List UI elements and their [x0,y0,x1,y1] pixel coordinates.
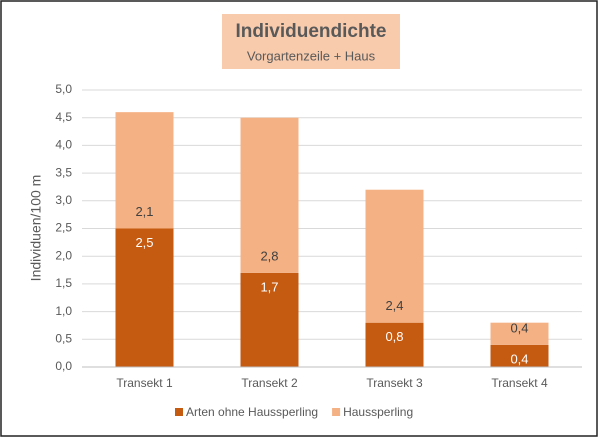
legend-swatch [175,408,183,416]
data-label: 2,4 [385,298,403,313]
chart-subtitle: Vorgartenzeile + Haus [247,48,376,63]
y-tick-label: 2,0 [55,248,72,262]
data-label: 2,1 [135,204,153,219]
y-tick-label: 1,5 [55,276,72,290]
bar-segment [365,322,424,367]
data-label: 0,4 [510,351,528,366]
y-tick-label: 4,5 [55,110,72,124]
bar-segment [240,272,299,367]
y-tick-label: 3,0 [55,193,72,207]
bar-segment [490,322,549,345]
y-tick-label: 1,0 [55,304,72,318]
data-label: 1,7 [260,279,278,294]
bar-segment [365,189,424,323]
bar-segment [490,344,549,367]
y-tick-label: 0,5 [55,331,72,345]
y-tick-label: 5,0 [55,82,72,96]
title-box [222,14,400,69]
x-tick-label: Transekt 2 [241,376,298,390]
x-tick-label: Transekt 4 [491,376,548,390]
chart-title: Individuendichte [236,21,387,42]
bar-segment [115,228,174,367]
data-label: 2,8 [260,248,278,263]
y-axis-label: Individuen/100 m [28,175,44,282]
data-label: 2,5 [135,235,153,250]
y-tick-label: 2,5 [55,221,72,235]
x-tick-label: Transekt 3 [366,376,423,390]
legend-label: Haussperling [343,405,413,419]
y-tick-label: 4,0 [55,138,72,152]
y-tick-label: 3,5 [55,165,72,179]
legend-swatch [332,408,341,416]
data-label: 0,8 [385,329,403,344]
legend-label: Arten ohne Haussperling [186,405,318,419]
bar-segment [240,117,299,273]
data-label: 0,4 [510,320,528,335]
bar-segment [115,112,174,229]
y-tick-label: 0,0 [55,359,72,373]
x-tick-label: Transekt 1 [116,376,173,390]
